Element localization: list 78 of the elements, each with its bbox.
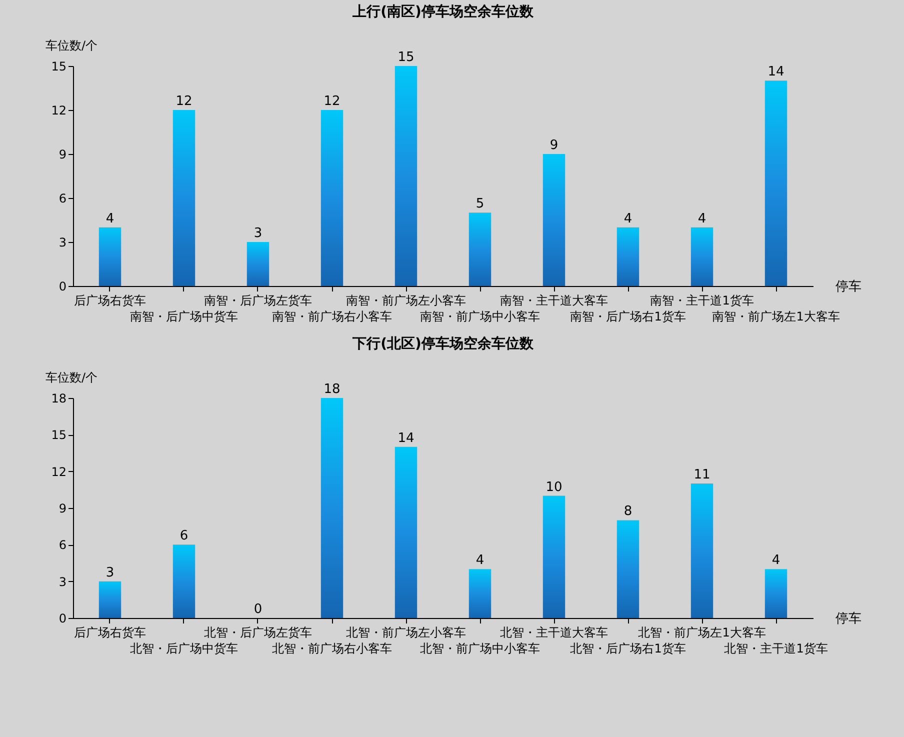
data-label: 9 bbox=[550, 138, 558, 153]
y-tick-label: 9 bbox=[58, 502, 66, 516]
x-axis-title: 停车 bbox=[836, 612, 862, 626]
data-label: 14 bbox=[768, 64, 784, 80]
data-label: 11 bbox=[694, 468, 710, 483]
y-axis-title: 车位数/个 bbox=[46, 38, 98, 52]
x-tick-label: 后广场右货车 bbox=[74, 626, 146, 640]
bar bbox=[394, 66, 418, 286]
bar bbox=[172, 110, 196, 286]
data-label: 3 bbox=[106, 565, 114, 580]
x-tick-label: 南智・前广场右小客车 bbox=[272, 310, 392, 324]
y-tick-label: 9 bbox=[58, 148, 66, 162]
data-label: 8 bbox=[624, 504, 632, 520]
x-tick-label: 北智・主干道大客车 bbox=[500, 626, 608, 640]
bar bbox=[394, 446, 418, 618]
bar bbox=[320, 398, 344, 618]
x-tick-label: 北智・后广场右1货车 bbox=[570, 642, 686, 656]
bar bbox=[542, 154, 566, 286]
bar bbox=[468, 569, 492, 618]
data-label: 6 bbox=[180, 528, 188, 544]
bar bbox=[98, 581, 122, 618]
x-tick-label: 北智・后广场中货车 bbox=[130, 642, 238, 656]
data-label: 4 bbox=[624, 211, 632, 226]
data-label: 4 bbox=[476, 553, 484, 568]
x-tick-label: 南智・后广场中货车 bbox=[130, 310, 238, 324]
x-tick-label: 北智・主干道1货车 bbox=[724, 642, 828, 656]
bar bbox=[246, 242, 270, 286]
y-tick-label: 3 bbox=[58, 236, 66, 250]
y-tick-label: 15 bbox=[51, 60, 66, 74]
x-tick-label: 北智・前广场左1大客车 bbox=[638, 626, 766, 640]
y-tick-label: 6 bbox=[58, 192, 66, 206]
data-label: 4 bbox=[772, 553, 780, 568]
bar bbox=[98, 227, 122, 286]
y-tick-label: 0 bbox=[58, 280, 66, 294]
x-tick-label: 北智・前广场右小客车 bbox=[272, 642, 392, 656]
data-label: 10 bbox=[546, 480, 562, 495]
chart-title: 上行(南区)停车场空余车位数 bbox=[352, 3, 534, 20]
bar bbox=[542, 496, 566, 618]
bar bbox=[690, 227, 714, 286]
x-tick-label: 北智・前广场左小客车 bbox=[346, 626, 466, 640]
bar bbox=[616, 520, 640, 618]
bar bbox=[320, 110, 344, 286]
x-tick-label: 北智・前广场中小客车 bbox=[420, 642, 540, 656]
x-tick-label: 南智・后广场左货车 bbox=[204, 294, 312, 308]
data-label: 14 bbox=[398, 430, 414, 446]
x-tick-label: 南智・前广场左1大客车 bbox=[712, 310, 840, 324]
y-tick-label: 12 bbox=[51, 464, 66, 479]
y-tick-label: 3 bbox=[58, 574, 66, 589]
bar bbox=[172, 544, 196, 618]
x-tick-label: 南智・前广场左小客车 bbox=[346, 294, 466, 308]
y-tick-label: 12 bbox=[51, 104, 66, 118]
data-label: 5 bbox=[476, 196, 484, 212]
data-label: 12 bbox=[176, 94, 192, 109]
bar bbox=[616, 227, 640, 286]
bar bbox=[764, 569, 788, 618]
x-tick-label: 南智・主干道大客车 bbox=[500, 294, 608, 308]
x-tick-label: 南智・前广场中小客车 bbox=[420, 310, 540, 324]
x-tick-label: 南智・后广场右1货车 bbox=[570, 310, 686, 324]
y-tick-label: 0 bbox=[58, 612, 66, 626]
y-tick-label: 18 bbox=[51, 392, 66, 406]
x-tick-label: 北智・后广场左货车 bbox=[204, 626, 312, 640]
bar bbox=[468, 212, 492, 286]
data-label: 3 bbox=[254, 226, 262, 241]
data-label: 15 bbox=[398, 50, 414, 65]
data-label: 18 bbox=[324, 382, 340, 397]
y-tick-label: 6 bbox=[58, 538, 66, 552]
bar bbox=[764, 80, 788, 286]
bar bbox=[690, 484, 714, 618]
x-tick-label: 南智・主干道1货车 bbox=[650, 294, 754, 308]
data-label: 0 bbox=[254, 602, 262, 617]
x-axis-title: 停车 bbox=[836, 280, 862, 294]
chart-title: 下行(北区)停车场空余车位数 bbox=[352, 335, 534, 352]
data-label: 4 bbox=[698, 211, 706, 226]
data-label: 12 bbox=[324, 94, 340, 109]
y-tick-label: 15 bbox=[51, 428, 66, 442]
y-axis-title: 车位数/个 bbox=[46, 370, 98, 384]
x-tick-label: 后广场右货车 bbox=[74, 294, 146, 308]
data-label: 4 bbox=[106, 211, 114, 226]
